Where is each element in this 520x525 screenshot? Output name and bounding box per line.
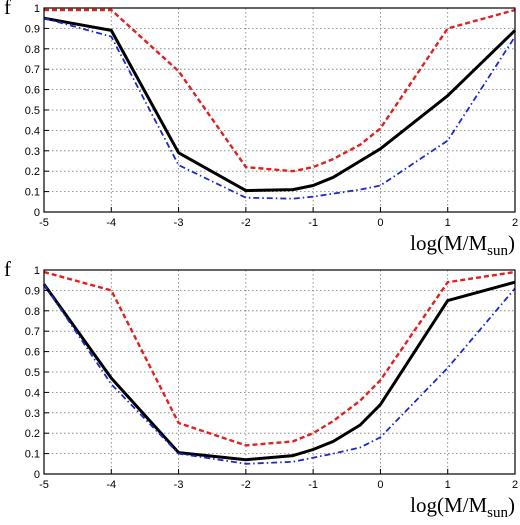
x-tick-label: 1 bbox=[445, 479, 451, 491]
y-tick-label: 0.4 bbox=[25, 387, 40, 399]
x-tick-label: -5 bbox=[39, 479, 49, 491]
y-tick-label: 0.7 bbox=[25, 326, 40, 338]
x-tick-label: 0 bbox=[377, 479, 383, 491]
y-axis-label: f bbox=[4, 0, 11, 19]
y-tick-label: 0.9 bbox=[25, 23, 40, 35]
series-line-2 bbox=[43, 270, 516, 447]
y-tick-label: 0.8 bbox=[25, 44, 40, 56]
x-tick-label: -5 bbox=[39, 217, 49, 229]
x-tick-label: -4 bbox=[106, 479, 116, 491]
x-tick-label: -3 bbox=[174, 479, 184, 491]
x-axis-label: log(M/Msun) bbox=[410, 493, 515, 521]
series-line-1 bbox=[42, 280, 516, 462]
y-tick-label: 0.4 bbox=[25, 125, 40, 137]
chart-panel-2: -5 -4 -3 -2 -1 0 1 2 0 0.1 0.2 0.3 0.4 0.5 0.6 0.7 0.8 0.… bbox=[4, 257, 518, 521]
x-tick-label: 2 bbox=[512, 479, 518, 491]
x-tick-label: 1 bbox=[445, 217, 451, 229]
y-tick-label: 0.3 bbox=[25, 146, 40, 158]
y-tick-label: 0 bbox=[34, 207, 40, 219]
y-tick-label: 1 bbox=[34, 3, 40, 15]
y-tick-label: 0.6 bbox=[25, 347, 40, 359]
y-tick-label: 0.5 bbox=[25, 367, 40, 379]
series-line-3 bbox=[43, 283, 516, 465]
series-line-1 bbox=[43, 16, 517, 193]
y-tick-label: 0.9 bbox=[25, 285, 40, 297]
x-tick-label: -1 bbox=[308, 217, 318, 229]
y-tick-label: 0.8 bbox=[25, 306, 40, 318]
y-tick-label: 0.1 bbox=[25, 187, 40, 199]
x-tick-label: 0 bbox=[377, 217, 383, 229]
y-tick-label: 0.7 bbox=[25, 64, 40, 76]
x-tick-label: -1 bbox=[308, 479, 318, 491]
y-tick-label: 0.1 bbox=[25, 449, 40, 461]
x-tick-label: -3 bbox=[174, 217, 184, 229]
series-line-3 bbox=[43, 17, 516, 200]
x-tick-label: -2 bbox=[241, 217, 251, 229]
y-tick-label: 0.2 bbox=[25, 166, 40, 178]
x-tick-label: -2 bbox=[241, 479, 251, 491]
y-tick-label: 0.3 bbox=[25, 408, 40, 420]
x-tick-label: 2 bbox=[512, 217, 518, 229]
x-axis-label: log(M/Msun) bbox=[410, 231, 515, 259]
y-tick-label: 0 bbox=[34, 469, 40, 481]
y-tick-label: 0.5 bbox=[25, 105, 40, 117]
y-tick-label: 0.6 bbox=[25, 85, 40, 97]
chart-panel-1: -5 -4 -3 -2 -1 0 1 2 0 0.1 0.2 0.3 0.4 0.5 0.6 0.7 0.8 0.… bbox=[4, 0, 518, 259]
y-tick-label: 1 bbox=[34, 265, 40, 277]
y-tick-label: 0.2 bbox=[25, 428, 40, 440]
x-tick-label: -4 bbox=[106, 217, 116, 229]
y-axis-label: f bbox=[4, 257, 11, 281]
